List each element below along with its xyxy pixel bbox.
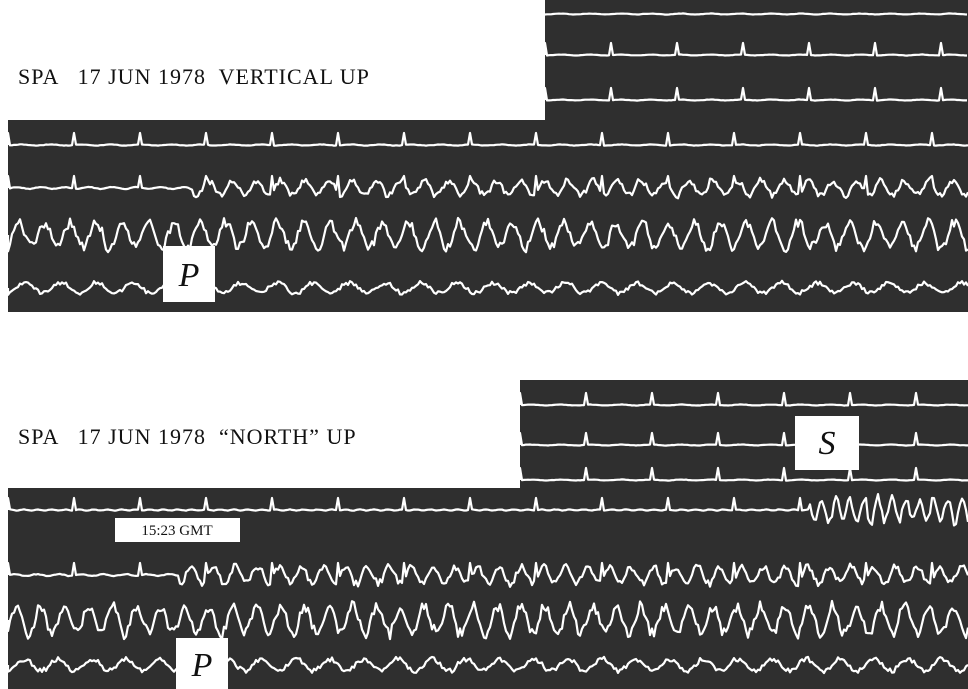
record-strip bbox=[545, 0, 968, 122]
record-backgrounds bbox=[8, 0, 968, 689]
time-mark: 15:23 GMT bbox=[141, 523, 212, 539]
panel-label: SPA 17 JUN 1978 “NORTH” UP bbox=[18, 424, 357, 449]
phase-label: P bbox=[191, 647, 213, 684]
phase-label: S bbox=[819, 425, 836, 462]
phase-label: P bbox=[178, 257, 200, 294]
seismogram-figure: SPA 17 JUN 1978 VERTICAL UP P SPA 17 JUN… bbox=[0, 0, 968, 689]
record-strip bbox=[8, 120, 968, 312]
trace bbox=[545, 13, 967, 14]
panel-label: SPA 17 JUN 1978 VERTICAL UP bbox=[18, 64, 370, 89]
